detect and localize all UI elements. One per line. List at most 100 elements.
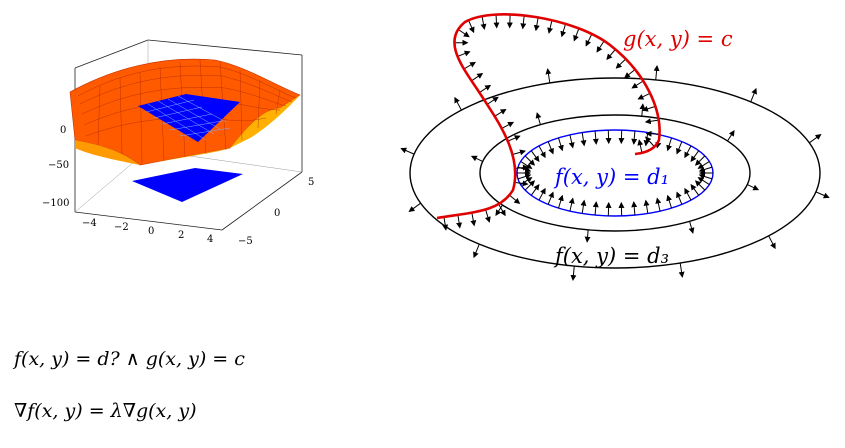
y-tick-1: 0	[274, 208, 280, 219]
level-gradient-arrow	[545, 68, 552, 84]
inner-gradient-arrow	[557, 194, 564, 209]
z-tick-1: −50	[48, 160, 69, 171]
level-gradient-arrow	[747, 184, 760, 191]
inner-gradient-arrow	[690, 183, 700, 196]
y-axis-ticks: 5 0 −5	[238, 177, 314, 247]
x-axis-ticks: −4 −2 0 2 4	[82, 218, 213, 245]
outer-level-curve	[409, 77, 821, 269]
inner-gradient-arrow	[631, 130, 638, 145]
level-gradient-arrow	[400, 147, 415, 155]
x-tick-4: 4	[207, 234, 213, 245]
level-gradient-arrow	[454, 96, 462, 111]
constraint-gradient-arrow	[456, 214, 463, 229]
inner-gradient-arrow	[666, 137, 673, 152]
inner-gradient-arrow	[694, 155, 706, 166]
level-gradient-arrow	[473, 244, 480, 259]
gradient-arrows	[400, 64, 830, 282]
inner-gradient-arrow	[592, 201, 599, 216]
inner-gradient-arrow	[580, 199, 587, 214]
constraint-gradient-arrow	[501, 121, 515, 129]
inner-gradient-arrow	[557, 137, 564, 152]
constraint-gradient-arrow	[509, 194, 521, 204]
constraint-gradient-arrow	[644, 118, 659, 125]
constraint-gradient-arrow	[470, 212, 477, 227]
level-gradient-arrow	[750, 87, 757, 102]
y-tick-0: 5	[308, 177, 314, 188]
level-gradient-arrow	[570, 266, 577, 282]
inner-gradient-arrow	[698, 166, 713, 173]
inner-gradient-arrow	[538, 145, 546, 159]
constraint-gradient-arrow	[615, 58, 627, 69]
constraint-gradient-arrow	[514, 164, 529, 171]
x-tick-2: 0	[148, 226, 154, 237]
constraint-projection	[132, 168, 243, 202]
constraint-gradient-arrow	[484, 209, 491, 223]
inner-gradient-arrow	[690, 150, 700, 163]
surface-mesh	[69, 58, 301, 166]
constraint-gradient-arrow	[493, 14, 500, 29]
constraint-gradient-arrow	[560, 23, 567, 38]
constraint-gradient-arrow	[457, 28, 470, 38]
constraint-gradient-arrow	[624, 69, 636, 79]
inner-gradient-arrow	[547, 191, 554, 205]
constraint-gradient-arrow	[520, 15, 527, 30]
constraint-label: g(x, y) = c	[623, 27, 733, 51]
inner-gradient-arrow	[643, 199, 650, 214]
level-gradient-arrow	[408, 202, 421, 213]
constraint-gradient-arrow	[480, 16, 487, 30]
constraint-gradient-arrow	[645, 136, 655, 148]
inner-gradient-arrow	[684, 145, 692, 159]
y-tick-2: −5	[238, 236, 253, 247]
inner-gradient-arrow	[524, 180, 536, 191]
level-gradient-arrow	[653, 64, 660, 80]
inner-gradient-arrow	[530, 150, 540, 163]
constraint-gradient-arrow	[512, 149, 526, 156]
inner-gradient-arrow	[530, 183, 540, 196]
inner-gradient-arrow	[676, 191, 683, 205]
constraint-gradient-arrow	[573, 28, 580, 42]
constraint-curve	[436, 13, 661, 220]
lagrange-diagram: g(x, y) = c f(x, y) = d₁ f(x, y) = d₃	[400, 13, 830, 282]
inner-gradient-arrow	[568, 197, 575, 212]
constraint-gradient-arrow	[507, 135, 521, 142]
level-gradient-arrow	[809, 133, 822, 144]
z-axis-ticks: 0 −50 −100	[42, 125, 69, 209]
inner-gradient-arrow	[580, 132, 587, 147]
inner-gradient-arrow	[517, 173, 532, 180]
inner-gradient-arrow	[592, 130, 599, 145]
inner-level-label: f(x, y) = d₁	[553, 165, 669, 189]
inner-gradient-arrow	[697, 160, 710, 169]
inner-gradient-arrow	[684, 187, 692, 201]
constraint-patch	[138, 94, 240, 142]
level-gradient-arrow	[678, 262, 685, 278]
level-gradient-arrow	[495, 204, 503, 216]
constraint-gradient-arrow	[486, 96, 499, 105]
constraint-gradient-arrow	[637, 92, 651, 100]
inner-gradient-arrow	[694, 180, 706, 191]
middle-level-curve	[479, 114, 751, 232]
constraint-gradient-arrow	[637, 139, 644, 154]
constraint-gradient-arrow	[471, 73, 484, 82]
inner-gradient-arrow	[666, 194, 673, 209]
outer-level-label: f(x, y) = d₃	[553, 244, 669, 268]
level-gradient-arrow	[688, 221, 695, 234]
x-tick-3: 2	[178, 230, 184, 241]
gradient-equation: ∇f(x, y) = λ∇g(x, y)	[14, 400, 197, 422]
z-tick-2: −100	[42, 198, 69, 209]
constraint-gradient-arrow	[606, 49, 616, 61]
constraint-gradient-arrow	[585, 33, 593, 47]
inner-gradient-arrow	[697, 177, 710, 186]
constraint-gradient-arrow	[641, 105, 656, 112]
constraint-gradient-arrow	[645, 130, 660, 137]
level-gradient-arrow	[470, 155, 483, 162]
x-tick-1: −2	[114, 222, 129, 233]
constraint-gradient-arrows	[442, 14, 660, 231]
level-gradient-arrow	[639, 103, 646, 117]
constraint-gradient-arrow	[468, 20, 475, 34]
z-tick-0: 0	[60, 125, 66, 136]
constraint-gradient-arrow	[494, 108, 507, 117]
constraint-gradient-arrow	[514, 180, 529, 187]
x-tick-0: −4	[82, 218, 97, 229]
constraint-gradient-arrow	[547, 20, 554, 34]
constraint-gradient-arrow	[631, 80, 644, 89]
